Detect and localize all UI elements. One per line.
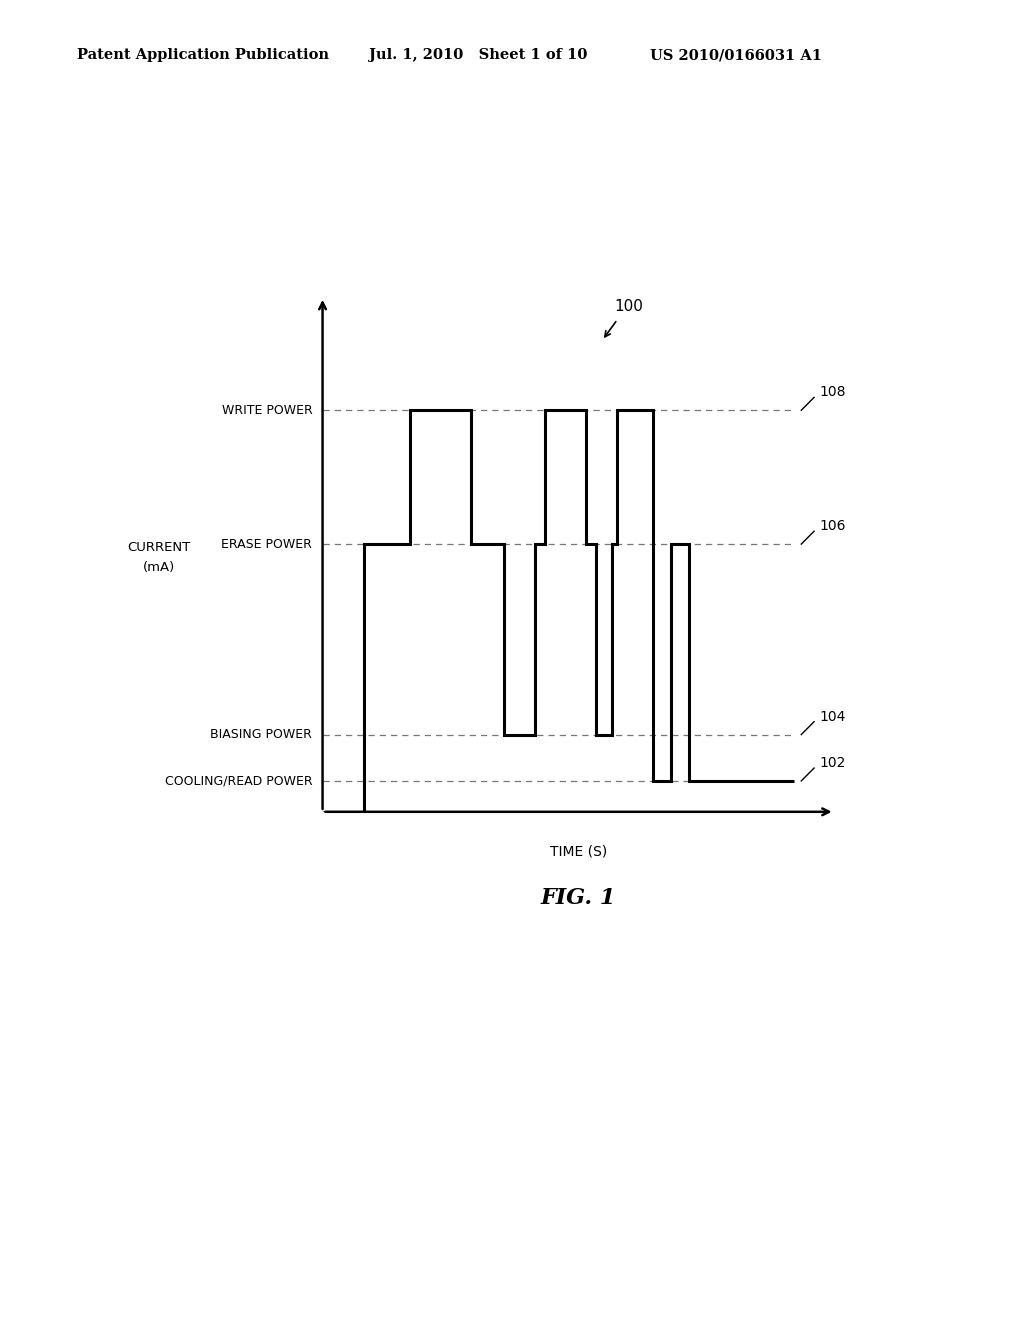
Text: BIASING POWER: BIASING POWER (211, 729, 312, 741)
Text: COOLING/READ POWER: COOLING/READ POWER (165, 775, 312, 788)
Text: WRITE POWER: WRITE POWER (221, 404, 312, 417)
Text: 100: 100 (614, 300, 643, 314)
Text: CURRENT: CURRENT (127, 541, 190, 554)
Text: US 2010/0166031 A1: US 2010/0166031 A1 (650, 49, 822, 62)
Text: 106: 106 (819, 519, 846, 533)
Text: 102: 102 (819, 756, 846, 770)
Text: Jul. 1, 2010   Sheet 1 of 10: Jul. 1, 2010 Sheet 1 of 10 (369, 49, 587, 62)
Text: Patent Application Publication: Patent Application Publication (77, 49, 329, 62)
Text: 108: 108 (819, 385, 846, 399)
Text: FIG. 1: FIG. 1 (541, 887, 616, 909)
Text: (mA): (mA) (142, 561, 175, 574)
Text: 104: 104 (819, 710, 846, 723)
Text: ERASE POWER: ERASE POWER (221, 537, 312, 550)
Text: TIME (S): TIME (S) (550, 845, 607, 859)
